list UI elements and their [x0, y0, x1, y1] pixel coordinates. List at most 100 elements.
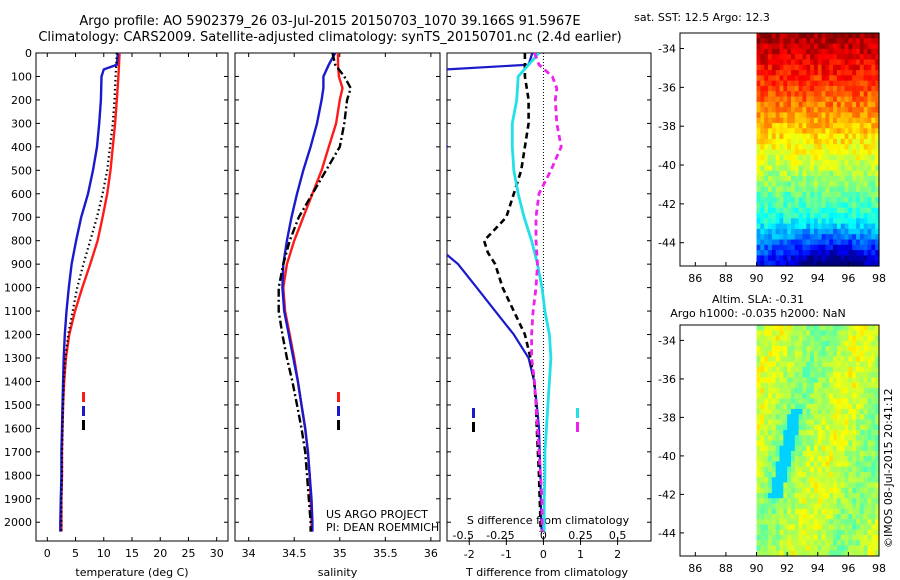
map-cell: [760, 218, 765, 225]
map-cell: [798, 91, 804, 98]
map-cell: [829, 255, 834, 262]
map-cell: [764, 414, 769, 421]
map-cell: [764, 372, 769, 379]
map-cell: [852, 144, 857, 151]
map-cell: [852, 91, 857, 98]
map-cell: [794, 91, 800, 98]
map-cell: [852, 244, 857, 251]
map-cell: [829, 70, 834, 76]
map-cell: [833, 456, 838, 463]
map-cell: [833, 250, 838, 257]
map-cell: [833, 202, 838, 209]
map-cell: [764, 498, 769, 505]
map-cell: [760, 346, 765, 352]
map-cell: [859, 393, 865, 400]
map-cell: [833, 117, 838, 124]
map-cell: [829, 154, 834, 161]
map-cell: [844, 59, 849, 66]
map-cell: [844, 487, 849, 494]
map-cell: [875, 545, 880, 552]
map-cell: [806, 340, 811, 347]
map-cell: [844, 424, 849, 431]
map-cell: [867, 186, 872, 193]
map-cell: [760, 409, 765, 415]
map-cell: [790, 170, 796, 177]
x-tick-label: 10: [97, 547, 111, 560]
map-cell: [848, 101, 853, 108]
map-cell: [875, 472, 880, 478]
map-cell: [813, 128, 819, 135]
map-cell: [836, 419, 842, 426]
map-cell: [859, 424, 865, 431]
map-cell: [840, 228, 846, 235]
map-cell: [771, 461, 777, 468]
map-cell: [829, 529, 834, 536]
map-cell: [848, 223, 853, 230]
map-cell: [768, 403, 773, 410]
map-cell: [764, 424, 769, 431]
x-axis-label: T difference from climatology: [465, 566, 628, 579]
map-cell: [810, 149, 815, 156]
map-cell: [852, 228, 857, 235]
map-cell: [779, 207, 784, 214]
map-cell: [768, 202, 773, 209]
map-cell: [794, 388, 800, 394]
map-cell: [764, 260, 769, 267]
map-cell: [829, 445, 834, 452]
map-cell: [802, 409, 807, 415]
map-cell: [771, 435, 777, 442]
map-cell: [825, 213, 830, 219]
map-cell: [863, 550, 869, 557]
map-cell: [867, 487, 872, 494]
map-cell: [871, 346, 876, 352]
map-cell: [821, 545, 827, 552]
map-cell: [802, 451, 807, 457]
map-cell: [840, 75, 846, 82]
map-cell: [794, 451, 800, 457]
map-cell: [779, 75, 784, 82]
map-cell: [790, 260, 796, 267]
map-cell: [852, 85, 857, 92]
map-cell: [821, 255, 827, 262]
map-cell: [760, 154, 765, 161]
map-cell: [859, 213, 865, 219]
map-cell: [871, 228, 876, 235]
map-cell: [859, 80, 865, 87]
map-cell: [829, 466, 834, 473]
map-cell: [825, 403, 830, 410]
map-cell: [840, 101, 846, 108]
map-cell: [794, 48, 800, 55]
map-cell: [794, 85, 800, 92]
map-cell: [768, 112, 773, 119]
map-cell: [771, 123, 777, 129]
depth-tick-label: 700: [11, 211, 32, 224]
map-cell: [821, 38, 827, 45]
map-cell: [787, 440, 792, 447]
lat-tick-label: -34: [658, 43, 676, 56]
map-cell: [852, 403, 857, 410]
map-cell: [787, 482, 792, 489]
x-tick-label: 2: [614, 548, 621, 561]
map-cell: [798, 213, 804, 219]
map-cell: [859, 33, 865, 39]
map-cell: [768, 550, 773, 557]
map-cell: [813, 107, 819, 114]
map-cell: [825, 149, 830, 156]
map-cell: [760, 202, 765, 209]
map-cell: [840, 197, 846, 204]
map-cell: [833, 101, 838, 108]
map-cell: [867, 330, 872, 337]
map-cell: [802, 165, 807, 172]
map-cell: [813, 70, 819, 76]
map-cell: [844, 80, 849, 87]
map-cell: [790, 393, 796, 400]
map-cell: [779, 80, 784, 87]
map-cell: [802, 255, 807, 262]
map-cell: [852, 430, 857, 436]
map-cell: [775, 48, 781, 55]
map-cell: [813, 197, 819, 204]
map-cell: [863, 398, 869, 405]
map-cell: [775, 107, 781, 114]
map-cell: [779, 96, 784, 103]
map-cell: [859, 234, 865, 241]
